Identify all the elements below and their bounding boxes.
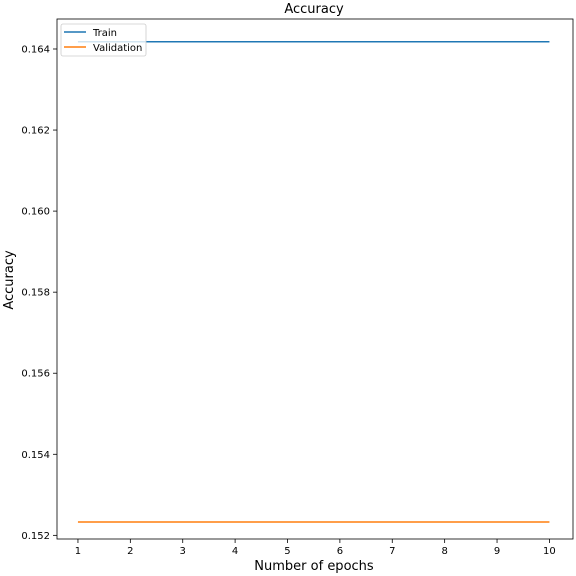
y-tick-label: 0.160: [21, 207, 50, 218]
x-tick-label: 6: [337, 546, 343, 557]
x-tick-label: 1: [75, 546, 81, 557]
x-tick-label: 2: [127, 546, 133, 557]
x-axis-label: Number of epochs: [254, 559, 374, 574]
x-tick-label: 4: [232, 546, 238, 557]
x-tick-label: 10: [543, 546, 556, 557]
y-tick-label: 0.158: [21, 288, 50, 299]
legend-label-train: Train: [92, 28, 117, 39]
y-tick-label: 0.156: [21, 369, 50, 380]
x-axis-ticks: 1 2 3 4 5 6 7 8 9 10: [75, 539, 556, 557]
x-tick-label: 5: [284, 546, 290, 557]
series-layer: [77, 40, 550, 523]
x-tick-label: 9: [494, 546, 500, 557]
legend-label-validation: Validation: [93, 43, 142, 54]
y-tick-label: 0.164: [21, 44, 50, 55]
y-tick-label: 0.152: [21, 531, 50, 542]
x-tick-label: 8: [441, 546, 447, 557]
legend: Train Validation: [60, 23, 147, 57]
y-tick-label: 0.154: [21, 450, 50, 461]
y-axis-ticks: 0.152 0.154 0.156 0.158 0.160 0.162 0.164: [21, 44, 57, 542]
y-tick-label: 0.162: [21, 126, 50, 137]
plot-area: [56, 18, 574, 540]
chart-title: Accuracy: [284, 2, 344, 17]
plot-frame: [56, 18, 574, 540]
x-tick-label: 7: [389, 546, 395, 557]
x-tick-label: 3: [180, 546, 186, 557]
y-axis-label: Accuracy: [2, 250, 17, 310]
